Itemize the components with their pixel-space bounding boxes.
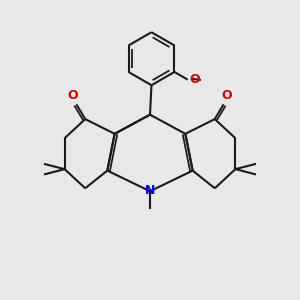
Text: O: O	[189, 73, 200, 86]
Text: N: N	[145, 184, 155, 197]
Text: O: O	[222, 89, 232, 102]
Text: O: O	[68, 89, 78, 102]
